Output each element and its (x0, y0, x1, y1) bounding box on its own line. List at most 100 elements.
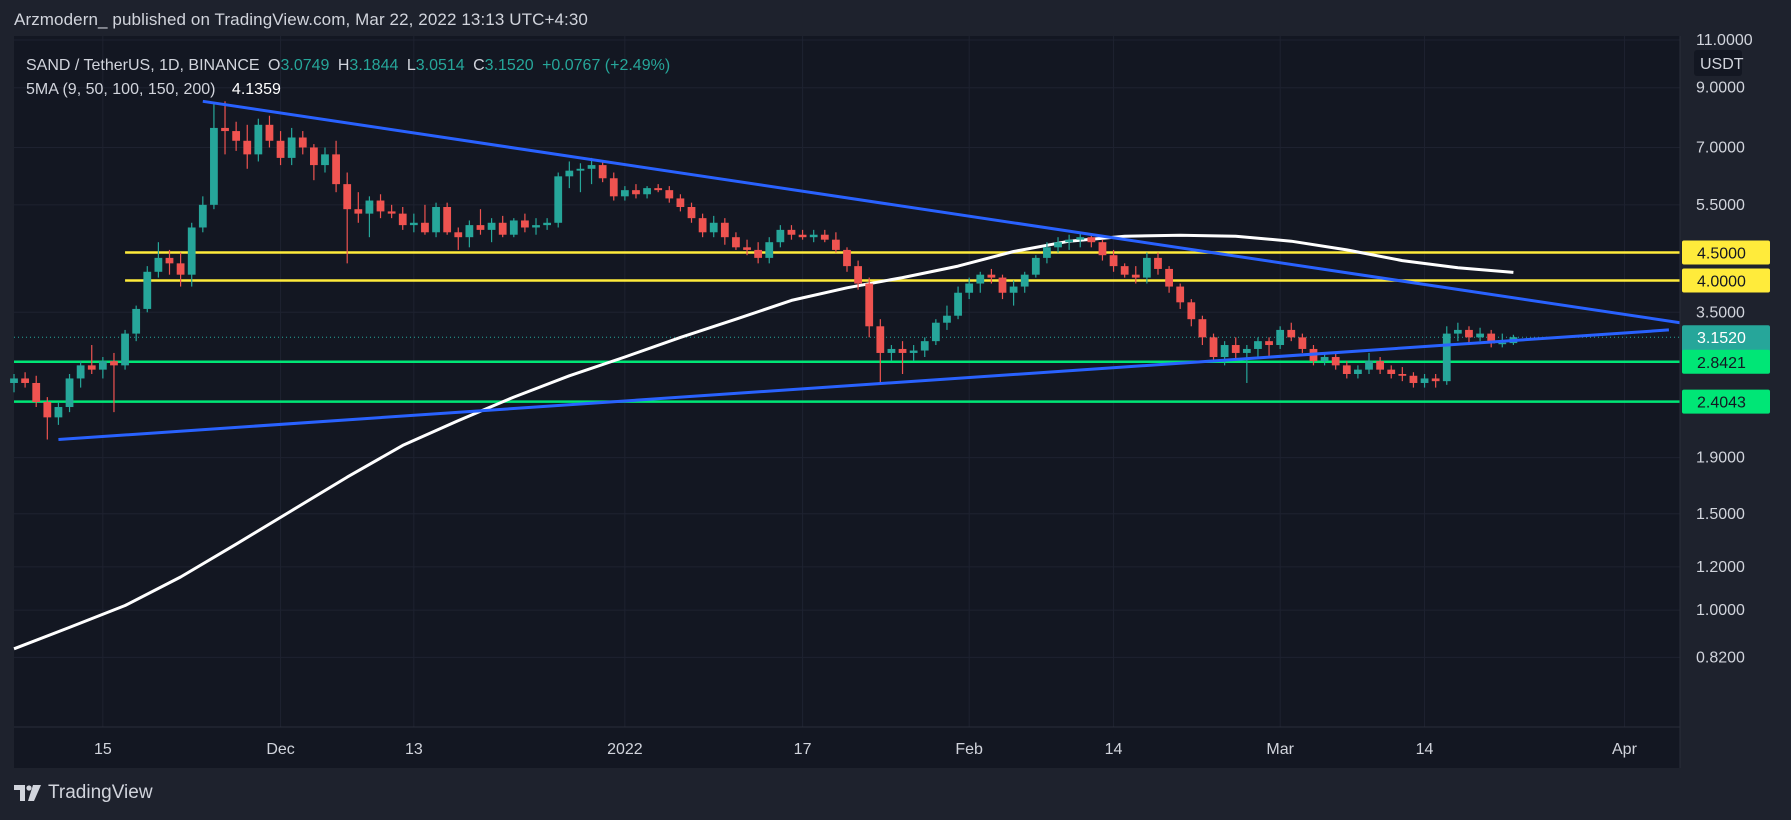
candle[interactable] (187, 222, 196, 287)
candle[interactable] (1265, 337, 1273, 358)
candle[interactable] (387, 204, 396, 219)
candle[interactable] (176, 252, 185, 287)
candle[interactable] (998, 274, 1007, 300)
candle[interactable] (98, 357, 107, 379)
candle[interactable] (1131, 266, 1140, 284)
candle[interactable] (987, 268, 996, 284)
candle[interactable] (1376, 357, 1385, 375)
candle[interactable] (76, 361, 85, 388)
candle[interactable] (1365, 352, 1373, 375)
candle[interactable] (1254, 337, 1262, 358)
candle[interactable] (1476, 327, 1484, 342)
candle[interactable] (232, 121, 241, 151)
candle[interactable] (554, 172, 563, 228)
candle[interactable] (665, 186, 674, 203)
candle[interactable] (620, 186, 629, 201)
candle[interactable] (532, 218, 540, 235)
candle[interactable] (765, 237, 774, 264)
candle[interactable] (1487, 329, 1496, 348)
candle[interactable] (909, 345, 918, 362)
candle[interactable] (732, 232, 740, 250)
candle[interactable] (1065, 234, 1074, 250)
candle[interactable] (1354, 365, 1362, 379)
candle[interactable] (476, 209, 485, 235)
candle[interactable] (32, 375, 41, 408)
candle[interactable] (221, 101, 229, 155)
candle[interactable] (432, 202, 440, 238)
candle[interactable] (409, 213, 418, 233)
candle[interactable] (687, 202, 696, 223)
candle[interactable] (509, 218, 518, 238)
candle[interactable] (676, 194, 685, 212)
candle[interactable] (720, 218, 729, 245)
trendline-0[interactable] (202, 99, 1681, 325)
candle[interactable] (965, 277, 974, 300)
candle[interactable] (1420, 374, 1429, 388)
candle[interactable] (1465, 326, 1473, 346)
candle[interactable] (854, 260, 862, 290)
candle[interactable] (498, 215, 507, 238)
ma-line[interactable] (13, 233, 1514, 651)
candle[interactable] (1287, 322, 1296, 342)
candle[interactable] (132, 305, 141, 342)
candle[interactable] (809, 229, 818, 243)
candle[interactable] (10, 374, 18, 393)
trendline-1[interactable] (58, 328, 1669, 441)
x-axis[interactable]: 15 Dec 13 2022 17 Feb 14 Mar 14 Apr (94, 741, 1638, 758)
candle[interactable] (365, 196, 374, 238)
candle[interactable] (54, 402, 63, 425)
candle[interactable] (654, 184, 663, 193)
candle[interactable] (1387, 365, 1396, 379)
candle[interactable] (454, 227, 463, 250)
candle[interactable] (832, 232, 840, 253)
candle[interactable] (1331, 352, 1340, 370)
candle[interactable] (376, 194, 385, 219)
candle[interactable] (698, 213, 707, 238)
candle[interactable] (265, 115, 274, 148)
candle[interactable] (1342, 361, 1351, 379)
candle[interactable] (787, 225, 796, 240)
candle[interactable] (898, 341, 907, 375)
candle[interactable] (487, 218, 496, 243)
candle[interactable] (1009, 280, 1018, 306)
candle[interactable] (1198, 315, 1207, 346)
candle[interactable] (1442, 326, 1451, 385)
candle[interactable] (354, 192, 363, 223)
candle[interactable] (632, 184, 640, 199)
candle[interactable] (1043, 242, 1051, 264)
candle[interactable] (1298, 333, 1307, 353)
y-axis[interactable]: 11.0000 9.0000 7.0000 5.5000 3.5000 1.9000 1.5… (1694, 32, 1753, 666)
candle[interactable] (443, 202, 452, 235)
candle[interactable] (198, 196, 207, 233)
candle[interactable] (1231, 337, 1240, 362)
candle[interactable] (1154, 252, 1162, 275)
candle[interactable] (1276, 326, 1285, 349)
candle[interactable] (1076, 232, 1085, 248)
candle[interactable] (576, 163, 585, 193)
candle[interactable] (1209, 333, 1218, 362)
candle[interactable] (87, 345, 96, 375)
candle[interactable] (465, 220, 474, 248)
candle[interactable] (287, 127, 296, 166)
candle[interactable] (931, 319, 940, 346)
candle[interactable] (521, 213, 529, 233)
candle[interactable] (820, 229, 829, 243)
candle[interactable] (843, 247, 851, 272)
candle[interactable] (798, 229, 807, 240)
candle[interactable] (1398, 367, 1407, 382)
candle[interactable] (243, 124, 252, 169)
candle[interactable] (609, 172, 618, 201)
candle[interactable] (254, 118, 263, 162)
candle[interactable] (1320, 352, 1329, 366)
candle[interactable] (598, 161, 607, 183)
legend-indicator-row[interactable]: 5MA (9, 50, 100, 150, 200) 4.1359 (26, 78, 674, 102)
candle[interactable] (1031, 255, 1040, 278)
candle[interactable] (1020, 271, 1029, 293)
candle[interactable] (876, 319, 885, 383)
candle[interactable] (1098, 239, 1107, 261)
candle[interactable] (920, 337, 929, 358)
candle[interactable] (276, 131, 285, 166)
candle[interactable] (1176, 283, 1185, 309)
candle[interactable] (309, 144, 318, 181)
